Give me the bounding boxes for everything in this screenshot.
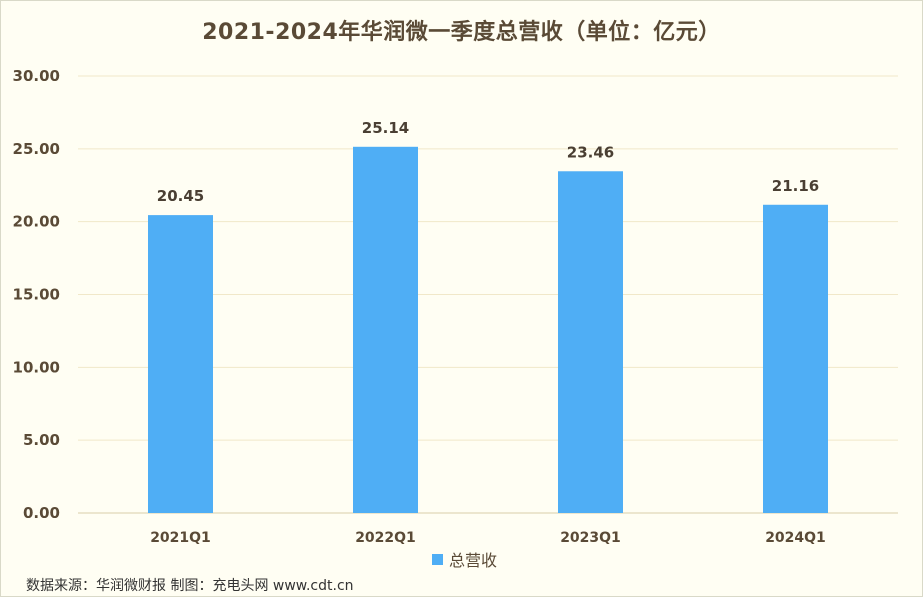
bar [148, 215, 213, 513]
legend: 总营收 [432, 547, 497, 571]
legend-label: 总营收 [449, 551, 498, 570]
y-tick-label: 25.00 [13, 140, 60, 158]
chart-title: 2021-2024年华润微一季度总营收（单位：亿元） [202, 20, 721, 45]
y-tick-label: 10.00 [13, 358, 60, 376]
bar [558, 171, 623, 514]
y-tick-label: 20.00 [13, 213, 60, 231]
source-note: 数据来源：华润微财报 制图：充电头网 www.cdt.cn [26, 578, 354, 594]
x-tick-label: 2024Q1 [765, 530, 826, 546]
bar [353, 146, 418, 513]
y-tick-label: 15.00 [13, 286, 60, 304]
data-label: 25.14 [362, 119, 409, 137]
data-label: 23.46 [567, 143, 614, 161]
x-tick-label: 2023Q1 [560, 530, 621, 546]
data-label: 20.45 [157, 187, 204, 205]
x-tick-label: 2021Q1 [150, 530, 211, 546]
y-tick-label: 30.00 [13, 67, 60, 85]
legend-swatch [432, 553, 443, 565]
bar [763, 204, 828, 513]
y-tick-label: 5.00 [23, 431, 60, 449]
y-tick-label: 0.00 [23, 504, 60, 522]
x-tick-label: 2022Q1 [355, 530, 416, 546]
data-label: 21.16 [772, 177, 819, 195]
